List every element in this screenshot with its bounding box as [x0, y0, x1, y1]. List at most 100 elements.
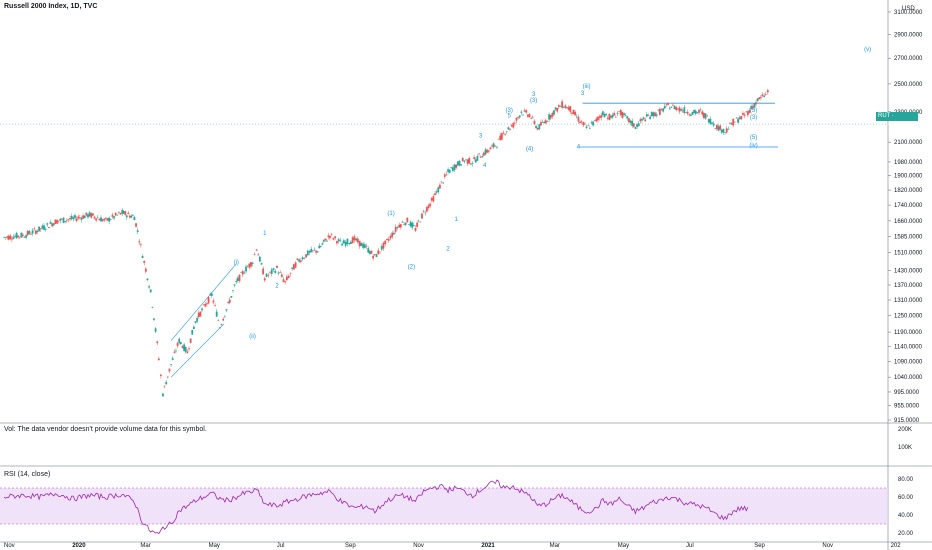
candle-body [758, 97, 761, 100]
candle-body [571, 112, 573, 114]
candle-body [334, 236, 337, 239]
candle-body [461, 158, 464, 162]
candle-body [486, 149, 489, 153]
candle-body [399, 224, 402, 228]
price-badge-sep: · [891, 113, 894, 119]
candle-body [111, 214, 114, 217]
candle-body [57, 220, 60, 222]
candle-body [103, 218, 106, 221]
wave-label: 1 [263, 231, 267, 237]
candle-body [337, 239, 340, 242]
candle-body [460, 164, 463, 166]
candle-body [732, 118, 735, 126]
time-tick-label: 202 [891, 543, 902, 549]
candle-body [36, 230, 39, 233]
candle-body [7, 235, 10, 240]
candle-body [634, 127, 637, 129]
candle-body [301, 257, 304, 260]
wave-label: 3 [581, 91, 585, 97]
candle-body [34, 230, 37, 235]
candle-body [62, 217, 65, 223]
wave-label: (ii) [249, 334, 256, 340]
time-tick-label: Nov [822, 543, 833, 549]
time-tick-label: Sep [754, 543, 765, 549]
candle-body [136, 230, 139, 232]
candle-body [389, 235, 392, 239]
candle-body [209, 294, 212, 296]
candle-body [580, 121, 583, 123]
candle-body [140, 244, 142, 246]
wave-label: (iv) [749, 143, 757, 149]
candle-body [93, 216, 96, 219]
candle-body [614, 116, 617, 118]
candle-body [453, 164, 456, 170]
candle-body [355, 238, 358, 241]
candle-body [316, 251, 319, 253]
candle-body [263, 278, 266, 281]
candle-body [528, 114, 531, 118]
candle-body [367, 248, 370, 253]
candle-body [31, 230, 34, 234]
candle-body [270, 269, 273, 274]
candle-body [215, 311, 218, 317]
candle-body [276, 265, 278, 268]
candle-body [435, 191, 438, 193]
candle-body [197, 312, 200, 318]
candle-body [512, 123, 515, 128]
candle-body [592, 121, 594, 126]
candle-body [12, 236, 15, 239]
candle-body [181, 346, 184, 349]
candle-body [642, 117, 645, 120]
wave-label: (iii) [583, 84, 591, 90]
wave-label: (3) [506, 108, 513, 114]
candle-body [162, 393, 164, 397]
rsi-band [0, 488, 888, 524]
candle-body [554, 107, 557, 110]
candle-body [688, 114, 691, 116]
candle-body [121, 210, 124, 214]
time-tick-label: May [618, 543, 629, 549]
candle-body [260, 263, 263, 265]
candle-body [515, 117, 518, 121]
candle-body [699, 109, 702, 111]
candle-body [6, 236, 9, 238]
candle-body [504, 134, 507, 135]
candle-body [481, 156, 484, 158]
candle-body [440, 181, 443, 183]
candle-body [702, 112, 705, 118]
time-tick-label: Jul [686, 543, 694, 549]
candle-body [680, 109, 682, 111]
wave-label: (3) [750, 115, 757, 121]
candle-body [175, 350, 177, 352]
candle-body [227, 302, 230, 303]
candle-body [315, 250, 317, 253]
candle-body [624, 115, 627, 116]
candle-body [33, 228, 36, 230]
candle-body [588, 127, 591, 129]
time-tick-label: 2020 [72, 543, 86, 549]
candle-body [362, 243, 365, 248]
candle-body [520, 111, 523, 113]
candle-body [468, 158, 471, 164]
candle-body [626, 116, 629, 119]
candle-body [647, 115, 650, 117]
candle-body [95, 218, 98, 221]
candle-body [393, 232, 395, 235]
wave-label: 5 [508, 114, 512, 120]
candle-body [343, 240, 345, 244]
candle-body [250, 262, 252, 267]
candle-body [577, 116, 580, 122]
candle-body [763, 95, 766, 97]
candle-body [325, 240, 328, 242]
candle-body [572, 109, 575, 115]
candle-body [716, 124, 718, 130]
candle-body [442, 182, 445, 184]
candle-body [74, 215, 76, 219]
candle-body [645, 114, 648, 117]
candle-body [318, 245, 321, 249]
candle-body [663, 105, 666, 109]
candle-body [549, 115, 552, 119]
time-tick-label: Nov [4, 543, 15, 549]
candle-body [18, 236, 21, 238]
